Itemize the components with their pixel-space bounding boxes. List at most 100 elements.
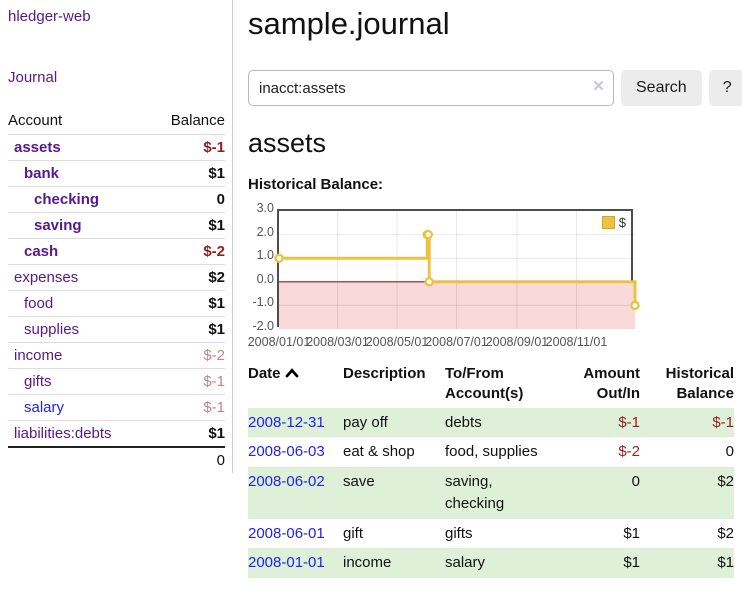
transaction-balance: $-1 xyxy=(712,413,734,431)
x-axis-tick-label: 2008/07/01 xyxy=(425,335,488,349)
account-link[interactable]: salary xyxy=(24,399,65,416)
account-balance: $1 xyxy=(150,212,225,239)
register-table: Date Description To/From Account(s) Amount Ou… xyxy=(248,361,734,578)
transaction-date-link[interactable]: 2008-06-02 xyxy=(248,473,325,490)
account-row: liabilities:debts $1 xyxy=(8,420,225,447)
accounts-table: Account Balance assets $-1 bank $1 checking 0… xyxy=(8,108,225,473)
accounts-table-body: assets $-1 bank $1 checking 0 saving $1 cash $-2 e… xyxy=(8,134,225,447)
legend-swatch-icon xyxy=(601,216,615,229)
transaction-date-link[interactable]: 2008-06-03 xyxy=(248,443,325,461)
transaction-amount: $-1 xyxy=(618,413,640,431)
account-balance: $-1 xyxy=(150,134,225,161)
account-link[interactable]: gifts xyxy=(24,373,52,390)
account-name-cell: bank xyxy=(8,160,151,187)
transaction-accounts: food, supplies xyxy=(445,443,538,461)
x-axis-tick-label: 2008/05/01 xyxy=(365,335,429,349)
account-row: salary $-1 xyxy=(8,394,225,421)
account-link[interactable]: supplies xyxy=(24,321,80,338)
register-col-balance: Historical Balance xyxy=(665,365,734,403)
account-balance: $-2 xyxy=(150,342,225,369)
register-header-row: Date Description To/From Account(s) Amount Ou… xyxy=(248,361,734,408)
x-axis-tick-label: 2008/01/01 xyxy=(247,335,311,349)
transaction-row[interactable]: 2008-06-02 save saving, checking 0 $2 xyxy=(248,467,734,519)
account-row: assets $-1 xyxy=(8,134,225,161)
account-balance: $-1 xyxy=(150,368,225,395)
y-axis-tick-label: 2.0 xyxy=(256,224,274,239)
register-col-accounts: To/From Account(s) xyxy=(445,365,524,403)
account-link[interactable]: bank xyxy=(24,165,60,182)
register-col-amount: Amount Out/In xyxy=(583,365,640,403)
account-link[interactable]: checking xyxy=(34,191,100,208)
account-link[interactable]: saving xyxy=(34,217,82,234)
account-link[interactable]: assets xyxy=(14,139,61,156)
transaction-description: save xyxy=(343,473,375,490)
account-row: bank $1 xyxy=(8,160,225,187)
account-name-cell: gifts xyxy=(8,368,151,395)
y-axis-tick-label: -1.0 xyxy=(252,295,274,310)
accounts-total-value: 0 xyxy=(150,446,225,473)
sidebar-item-journal[interactable]: Journal xyxy=(8,69,58,86)
transaction-balance: $1 xyxy=(717,554,734,572)
account-link[interactable]: liabilities:debts xyxy=(14,425,112,442)
account-heading: assets xyxy=(248,128,327,158)
accounts-total-row: 0 xyxy=(8,446,225,473)
account-name-cell: expenses xyxy=(8,264,151,291)
transaction-description: pay off xyxy=(343,413,388,431)
accounts-total-spacer xyxy=(8,446,151,473)
historical-balance-chart: $ 3.0 2.0 1.0 0.0 -1.0 -2.0 2008/01/01 2008/03/… xyxy=(247,201,688,351)
transaction-row[interactable]: 2008-01-01 income salary $1 $1 xyxy=(248,548,734,578)
help-button[interactable]: ? xyxy=(708,70,742,106)
accounts-col-balance: Balance xyxy=(170,112,225,129)
legend-label: $ xyxy=(618,215,626,230)
transaction-balance: 0 xyxy=(725,443,734,461)
account-row: checking 0 xyxy=(8,186,225,213)
transaction-date-cell: 2008-06-03 xyxy=(248,437,343,467)
transaction-date-link[interactable]: 2008-06-01 xyxy=(248,524,325,542)
account-row: expenses $2 xyxy=(8,264,225,291)
chart-canvas xyxy=(274,211,640,329)
x-axis-tick-label: 2008/09/01 xyxy=(485,335,549,349)
sidebar: hledger-web Journal Account Balance asse… xyxy=(0,0,233,473)
account-balance: $-1 xyxy=(150,394,225,421)
account-name-cell: supplies xyxy=(8,316,151,343)
page-title: sample.journal xyxy=(248,6,450,41)
search-input[interactable] xyxy=(248,70,614,106)
account-name-cell: assets xyxy=(8,134,151,161)
transaction-accounts: salary xyxy=(445,554,486,572)
account-name-cell: cash xyxy=(8,238,151,265)
account-name-cell: liabilities:debts xyxy=(8,420,151,447)
accounts-col-account: Account xyxy=(8,112,63,129)
account-balance: $2 xyxy=(150,264,225,291)
app-title-link[interactable]: hledger-web xyxy=(8,8,91,25)
account-row: income $-2 xyxy=(8,342,225,369)
account-balance: $1 xyxy=(150,290,225,317)
search-button[interactable]: Search xyxy=(621,70,702,106)
chart-plot-area[interactable]: $ xyxy=(274,209,640,329)
accounts-header-row: Account Balance xyxy=(8,108,225,135)
transaction-date-cell: 2008-12-31 xyxy=(248,408,343,438)
account-link[interactable]: expenses xyxy=(14,269,79,286)
account-link[interactable]: income xyxy=(14,347,63,364)
transaction-description: income xyxy=(343,554,392,572)
x-axis-tick-label: 2008/03/01 xyxy=(306,335,369,349)
transaction-date-link[interactable]: 2008-01-01 xyxy=(248,554,325,572)
transaction-accounts: debts xyxy=(445,413,482,431)
transaction-row[interactable]: 2008-06-01 gift gifts $1 $2 xyxy=(248,519,734,549)
account-row: gifts $-1 xyxy=(8,368,225,395)
transaction-date-link[interactable]: 2008-12-31 xyxy=(248,413,325,431)
account-link[interactable]: food xyxy=(24,295,54,312)
transaction-row[interactable]: 2008-06-03 eat & shop food, supplies $-2 0 xyxy=(248,437,734,467)
y-axis-tick-label: 0.0 xyxy=(256,271,274,286)
clear-search-icon[interactable]: ✕ xyxy=(592,78,605,95)
account-row: saving $1 xyxy=(8,212,225,239)
account-name-cell: checking xyxy=(8,186,151,213)
transaction-row[interactable]: 2008-12-31 pay off debts $-1 $-1 xyxy=(248,407,734,438)
y-axis-tick-label: -2.0 xyxy=(252,319,274,333)
register-col-date[interactable]: Date xyxy=(248,361,343,408)
account-link[interactable]: cash xyxy=(24,243,59,260)
transaction-amount: $1 xyxy=(623,554,640,572)
chart-legend: $ xyxy=(599,214,628,231)
account-balance: 0 xyxy=(150,186,225,213)
transaction-description: gift xyxy=(343,524,364,542)
